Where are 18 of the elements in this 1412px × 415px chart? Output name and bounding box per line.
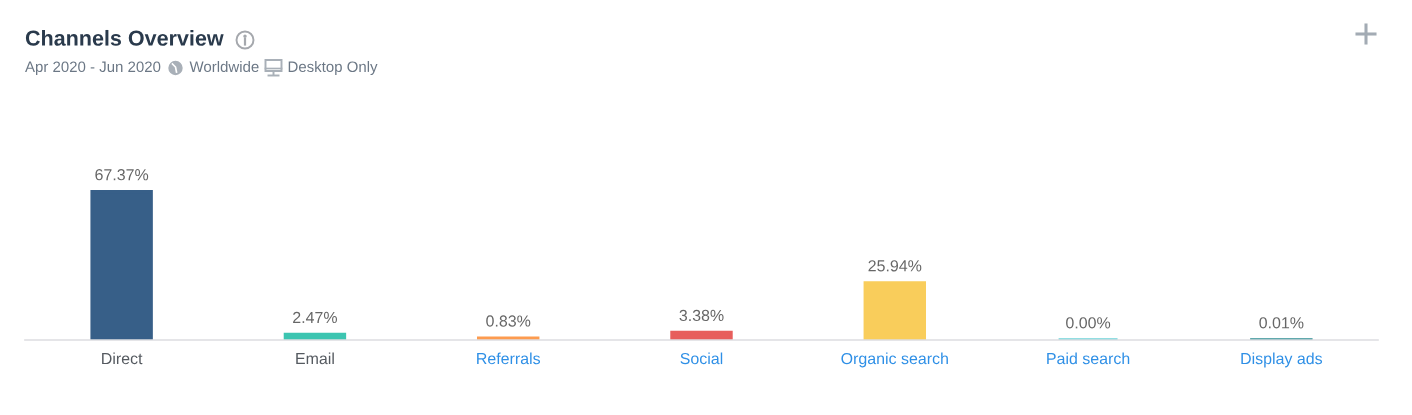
x-tick-label: Social: [680, 352, 723, 365]
x-tick-label: Email: [296, 352, 334, 365]
x-tick-label: Organic search: [841, 352, 948, 368]
text: Desktop Only: [288, 61, 378, 75]
data-label: 2.47%: [293, 311, 338, 324]
data-label: 25.94%: [868, 260, 922, 272]
x-tick-label: Referrals: [477, 352, 541, 365]
chart-subtitle: Apr 2020 - Jun 2020: [25, 61, 161, 75]
data-label: 0.00%: [1066, 317, 1111, 329]
x-tick-label: Paid search: [1047, 352, 1130, 365]
x-tick-label: Direct: [102, 352, 143, 365]
chart-title: Channels Overview: [25, 29, 224, 46]
data-label: 3.38%: [679, 309, 724, 322]
data-label: 0.83%: [486, 315, 531, 327]
text: Worldwide: [189, 61, 259, 73]
data-label: 0.01%: [1259, 317, 1304, 329]
data-label: 67.37%: [95, 169, 149, 181]
x-tick-label: Display ads: [1241, 352, 1323, 368]
